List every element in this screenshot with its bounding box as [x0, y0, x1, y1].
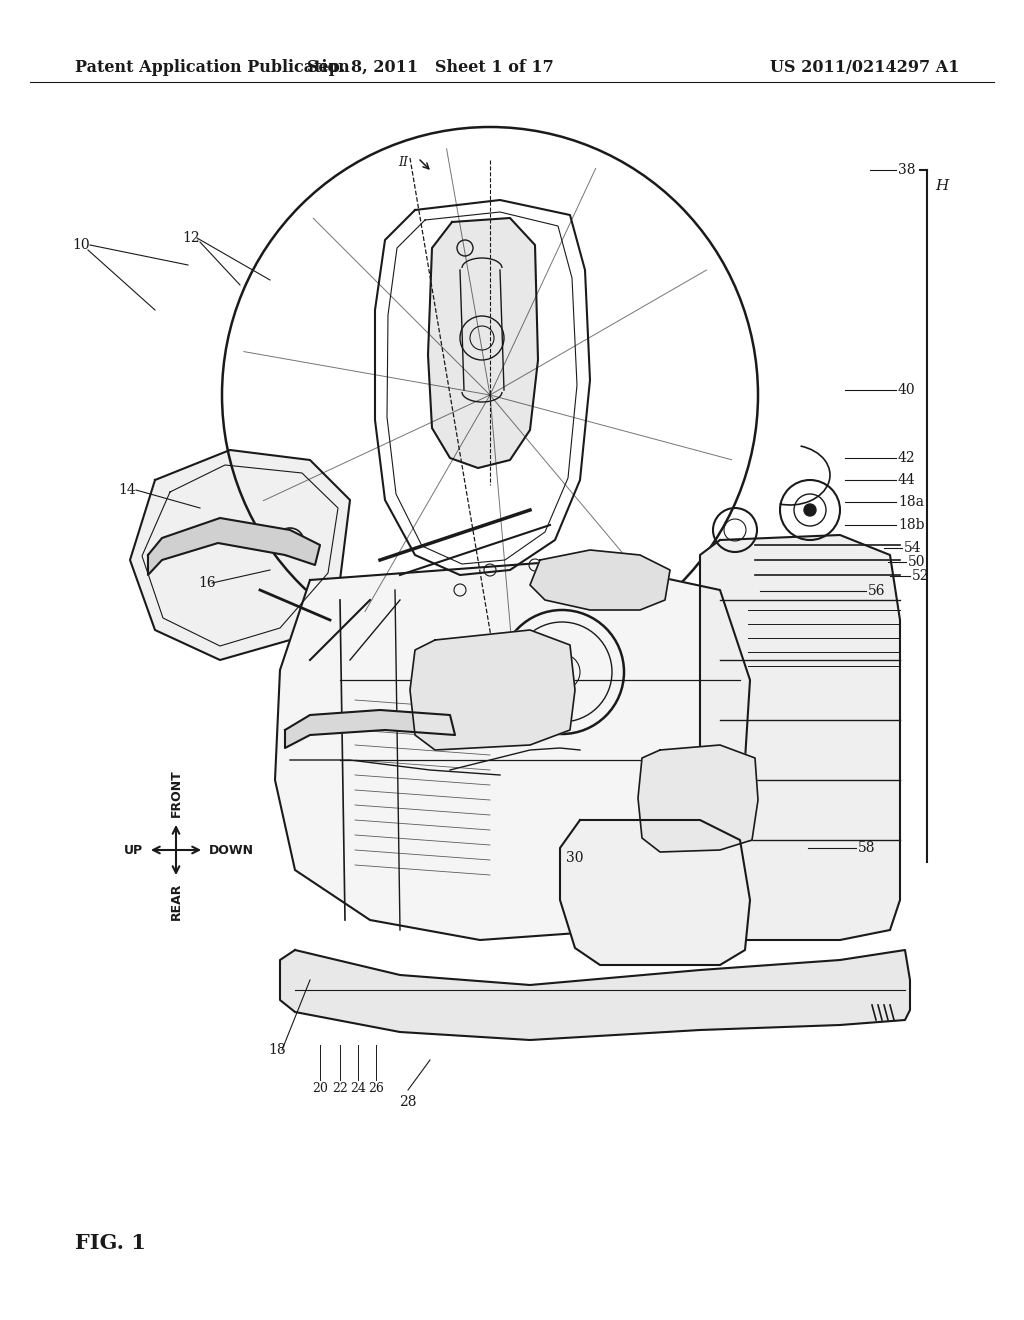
- Text: 14: 14: [118, 483, 136, 498]
- Polygon shape: [428, 218, 538, 469]
- Polygon shape: [700, 535, 900, 940]
- Text: FIG. 1: FIG. 1: [75, 1233, 145, 1253]
- Text: FRONT: FRONT: [170, 770, 182, 817]
- Text: US 2011/0214297 A1: US 2011/0214297 A1: [770, 59, 961, 77]
- Circle shape: [325, 997, 335, 1007]
- Text: 28: 28: [399, 1096, 417, 1109]
- Text: 16: 16: [198, 576, 216, 590]
- Text: Sep. 8, 2011   Sheet 1 of 17: Sep. 8, 2011 Sheet 1 of 17: [306, 59, 553, 77]
- Text: 54: 54: [904, 541, 922, 554]
- Circle shape: [505, 1012, 515, 1023]
- Text: 10: 10: [72, 238, 90, 252]
- Text: H: H: [935, 180, 948, 193]
- Polygon shape: [530, 550, 670, 610]
- Text: 24: 24: [350, 1082, 366, 1096]
- Text: 18b: 18b: [898, 517, 925, 532]
- Text: 22: 22: [332, 1082, 348, 1096]
- Circle shape: [455, 1010, 465, 1020]
- Text: III: III: [577, 828, 590, 837]
- Text: 20: 20: [312, 1082, 328, 1096]
- Text: 18a: 18a: [898, 495, 924, 510]
- Text: II: II: [398, 157, 408, 169]
- Text: 56: 56: [868, 583, 886, 598]
- Circle shape: [406, 1007, 415, 1016]
- Text: 40: 40: [898, 383, 915, 397]
- Polygon shape: [148, 517, 319, 576]
- Polygon shape: [130, 450, 350, 660]
- Text: REAR: REAR: [170, 883, 182, 920]
- Text: 52: 52: [912, 569, 930, 583]
- Polygon shape: [410, 630, 575, 750]
- Text: 38: 38: [898, 162, 915, 177]
- Circle shape: [804, 504, 816, 516]
- Polygon shape: [560, 820, 750, 965]
- Text: 30: 30: [566, 851, 584, 865]
- Text: Patent Application Publication: Patent Application Publication: [75, 59, 350, 77]
- Text: DOWN: DOWN: [209, 843, 254, 857]
- Text: 12: 12: [182, 231, 200, 246]
- Text: UP: UP: [124, 843, 143, 857]
- Polygon shape: [275, 560, 750, 940]
- Polygon shape: [280, 950, 910, 1040]
- Circle shape: [365, 1003, 375, 1012]
- Text: 18: 18: [268, 1043, 286, 1057]
- Polygon shape: [285, 710, 455, 748]
- Text: 44: 44: [898, 473, 915, 487]
- Text: 50: 50: [908, 554, 926, 569]
- Text: 42: 42: [898, 451, 915, 465]
- Text: 26: 26: [368, 1082, 384, 1096]
- Text: 58: 58: [858, 841, 876, 855]
- Polygon shape: [638, 744, 758, 851]
